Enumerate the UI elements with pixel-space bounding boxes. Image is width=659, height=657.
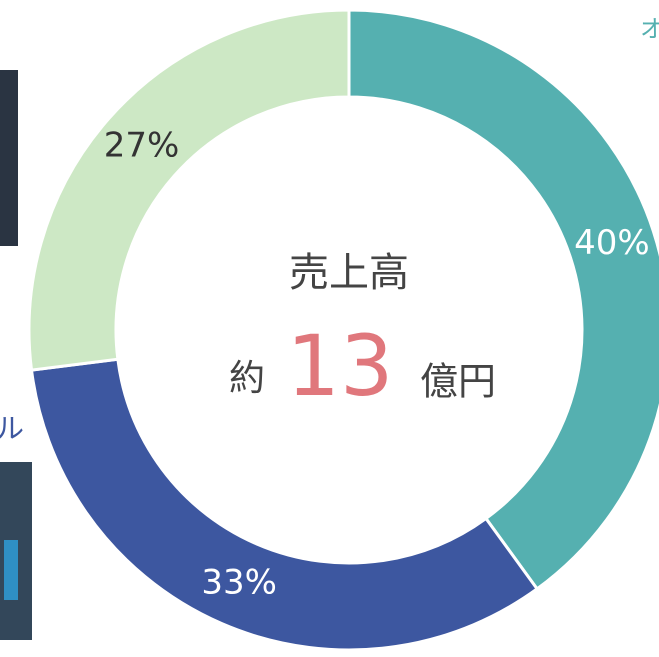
center-prefix: 約 [229,358,265,399]
photo [0,70,18,246]
data-label: 33% [201,562,277,602]
center-unit: 億円 [420,360,496,404]
data-label: 27% [104,126,180,166]
data-label: 40% [574,223,650,263]
center-title: 売上高 [289,250,409,296]
annotation: オ [640,15,659,43]
annotation: ル [0,412,24,445]
photo-detail [4,540,18,600]
center-value: 13 [287,317,394,415]
donut-slice [349,10,659,589]
chart: オ ル 売上高 約 13 億円 40% 33% 27% [0,0,659,657]
